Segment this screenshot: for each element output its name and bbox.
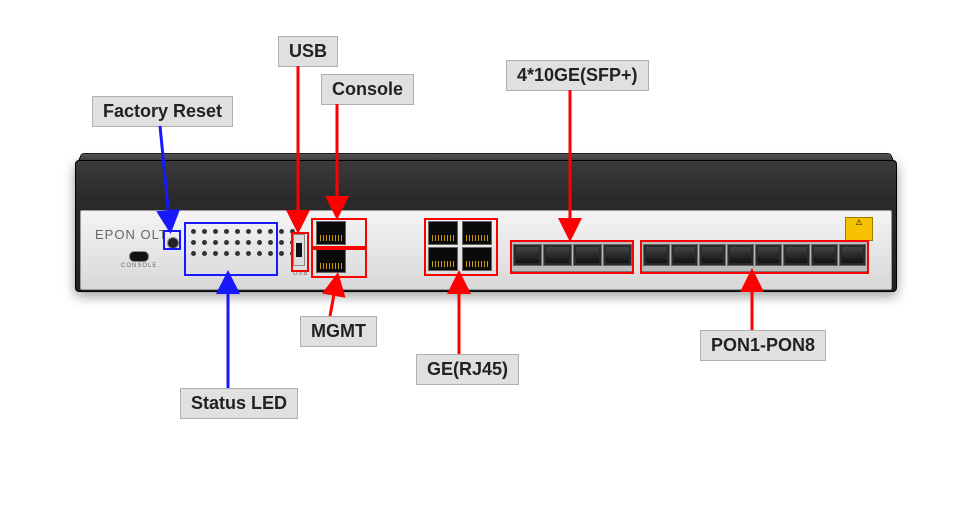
model-label: EPON OLT — [95, 227, 168, 242]
label-factory-reset: Factory Reset — [92, 96, 233, 127]
label-status-led: Status LED — [180, 388, 298, 419]
label-pon: PON1-PON8 — [700, 330, 826, 361]
hl-ge — [424, 218, 498, 276]
hl-leds — [184, 222, 278, 276]
label-ge-rj45: GE(RJ45) — [416, 354, 519, 385]
hl-reset — [163, 230, 181, 250]
label-sfp10g: 4*10GE(SFP+) — [506, 60, 649, 91]
hl-pon — [640, 240, 869, 274]
hl-usb — [291, 232, 309, 272]
label-usb: USB — [278, 36, 338, 67]
console-oval — [129, 251, 149, 262]
console-port-label: CONSOLE — [121, 263, 157, 269]
label-mgmt: MGMT — [300, 316, 377, 347]
hl-sfp10g — [510, 240, 634, 274]
laser-warning-icon: ⚠ — [845, 217, 873, 241]
hl-mgmt — [311, 246, 367, 278]
label-console: Console — [321, 74, 414, 105]
